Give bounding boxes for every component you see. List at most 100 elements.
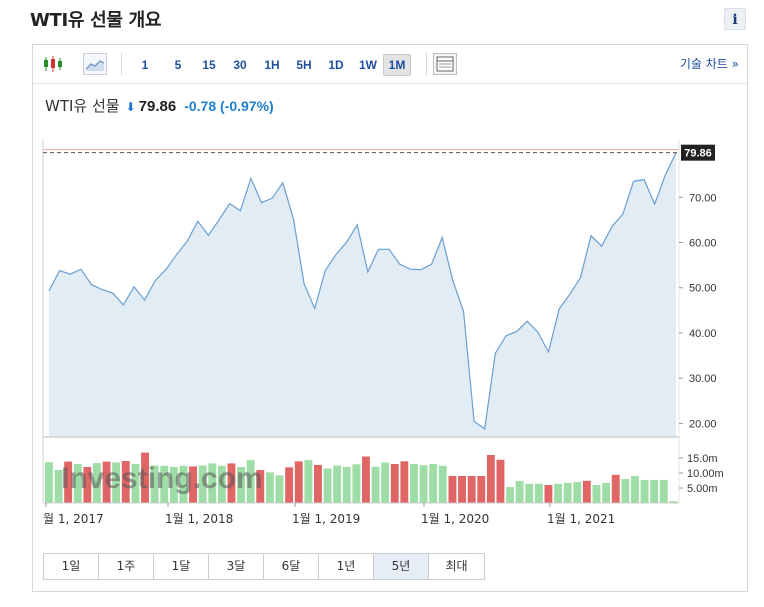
timeframe-5H[interactable]: 5H [296, 58, 312, 72]
last-price-label: 79.86 [684, 148, 712, 160]
price-line [48, 152, 677, 430]
volume-bar [631, 476, 639, 503]
timeframe-1W[interactable]: 1W [359, 58, 377, 72]
timeframe-15[interactable]: 15 [202, 58, 216, 72]
timeframe-1M[interactable]: 1M [383, 54, 411, 76]
volume-bar [141, 452, 149, 503]
range-button-7[interactable]: 최대 [445, 559, 468, 573]
timeframe-30[interactable]: 30 [233, 58, 247, 72]
volume-bar [189, 466, 197, 503]
timeframe-1[interactable]: 1 [141, 58, 149, 72]
volume-bar [227, 463, 236, 503]
volume-bar [314, 464, 322, 503]
candlestick-chart-icon[interactable] [41, 53, 65, 75]
volume-bar [198, 465, 207, 503]
change-percent: (-0.97%) [220, 98, 274, 114]
volume-bar [438, 465, 447, 503]
volume-bar [275, 475, 284, 503]
range-button-3[interactable]: 3달 [209, 554, 264, 579]
range-button-0[interactable]: 1일 [44, 554, 99, 579]
volume-bar [54, 470, 63, 503]
volume-bar [246, 460, 255, 503]
toolbar-divider [121, 53, 122, 75]
volume-bar [573, 482, 582, 503]
volume-bar [381, 462, 390, 503]
volume-bar [458, 476, 466, 503]
x-tick-label: 1월 1, 2018 [165, 512, 233, 526]
timeframe-1D[interactable]: 1D [328, 58, 344, 72]
volume-bar [410, 464, 418, 503]
price-chart[interactable]: 79.86 20.00 30.00 40.00 50.00 60.00 70.00 15.0m… [33, 45, 747, 545]
info-button[interactable]: i [724, 8, 746, 30]
y-tick-label: 50.00 [689, 283, 717, 295]
volume-bar [582, 480, 591, 503]
volume-bar [525, 483, 534, 503]
volume-bar [534, 483, 543, 503]
volume-bar [650, 479, 659, 503]
volume-bar [506, 487, 514, 503]
volume-bar [496, 459, 505, 503]
price-change: -0.78 (-0.97%) [184, 98, 274, 114]
volume-bar [208, 463, 217, 503]
volume-tick-label: 15.0m [687, 453, 718, 465]
volume-bar [83, 467, 92, 503]
volume-bar [304, 460, 313, 503]
volume-bar [486, 455, 495, 503]
last-price-tag [681, 144, 715, 161]
volume-bar [150, 465, 159, 503]
volume-bar [93, 463, 101, 503]
volume-bar [102, 461, 111, 503]
volume-bar [294, 461, 303, 503]
range-selector: 1일 1주 1달 3달 6달 1년 5년 최대 [43, 553, 485, 580]
volume-bar [448, 476, 457, 503]
range-button-5[interactable]: 1년 [319, 554, 374, 579]
chart-panel: 1 5 15 30 1H 5H 1D 1W 1M 기술 차트 » WTI유 선물 ⬇ 79.86 -0… [32, 44, 748, 592]
y-tick-label: 60.00 [689, 238, 717, 250]
technical-chart-link[interactable]: 기술 차트 » [679, 57, 739, 71]
timeframe-5[interactable]: 5 [174, 58, 182, 72]
volume-bar [179, 465, 188, 503]
area-chart-icon[interactable] [83, 53, 107, 75]
volume-bar [371, 466, 380, 503]
table-view-icon[interactable] [433, 53, 457, 75]
volume-bar [342, 467, 351, 503]
volume-bar [285, 467, 294, 503]
range-button-1[interactable]: 1주 [99, 554, 154, 579]
last-price: 79.86 [138, 98, 177, 115]
toolbar-divider [426, 53, 427, 75]
volume-bar [323, 468, 332, 503]
volume-bar [333, 465, 342, 503]
volume-tick-label: 5.00m [687, 483, 718, 495]
range-button-6[interactable]: 5년 [374, 554, 429, 579]
quote-header: WTI유 선물 ⬇ 79.86 -0.78 (-0.97%) [45, 95, 274, 116]
volume-bar [592, 485, 601, 503]
volume-bar [131, 464, 140, 503]
range-button-2[interactable]: 1달 [154, 554, 209, 579]
volume-bar [515, 481, 524, 503]
volume-bar [669, 501, 678, 503]
volume-bar [400, 461, 409, 503]
volume-bar [544, 485, 553, 503]
page-title: WTI유 선물 개요 [30, 10, 162, 31]
volume-bar [390, 464, 399, 503]
x-tick-label: 1월 1, 2021 [547, 512, 615, 526]
range-button-4[interactable]: 6달 [264, 554, 319, 579]
y-tick-label: 70.00 [689, 192, 717, 204]
timeframe-1H[interactable]: 1H [264, 58, 280, 72]
change-value: -0.78 [184, 98, 217, 114]
x-tick-label: 1월 1, 2020 [421, 512, 489, 526]
y-tick-label: 40.00 [689, 328, 717, 340]
volume-bar [217, 465, 226, 503]
volume-bar [45, 462, 53, 503]
volume-bar [64, 461, 73, 503]
y-tick-label: 30.00 [689, 373, 717, 385]
volume-bar [265, 472, 274, 503]
volume-bar [112, 462, 121, 503]
volume-bar [477, 476, 486, 503]
volume-bar [237, 467, 245, 503]
volume-bar [640, 479, 649, 503]
volume-bar [160, 465, 169, 503]
volume-bar [659, 479, 668, 503]
volume-bar [419, 465, 428, 503]
volume-tick-label: 10.00m [687, 468, 724, 480]
